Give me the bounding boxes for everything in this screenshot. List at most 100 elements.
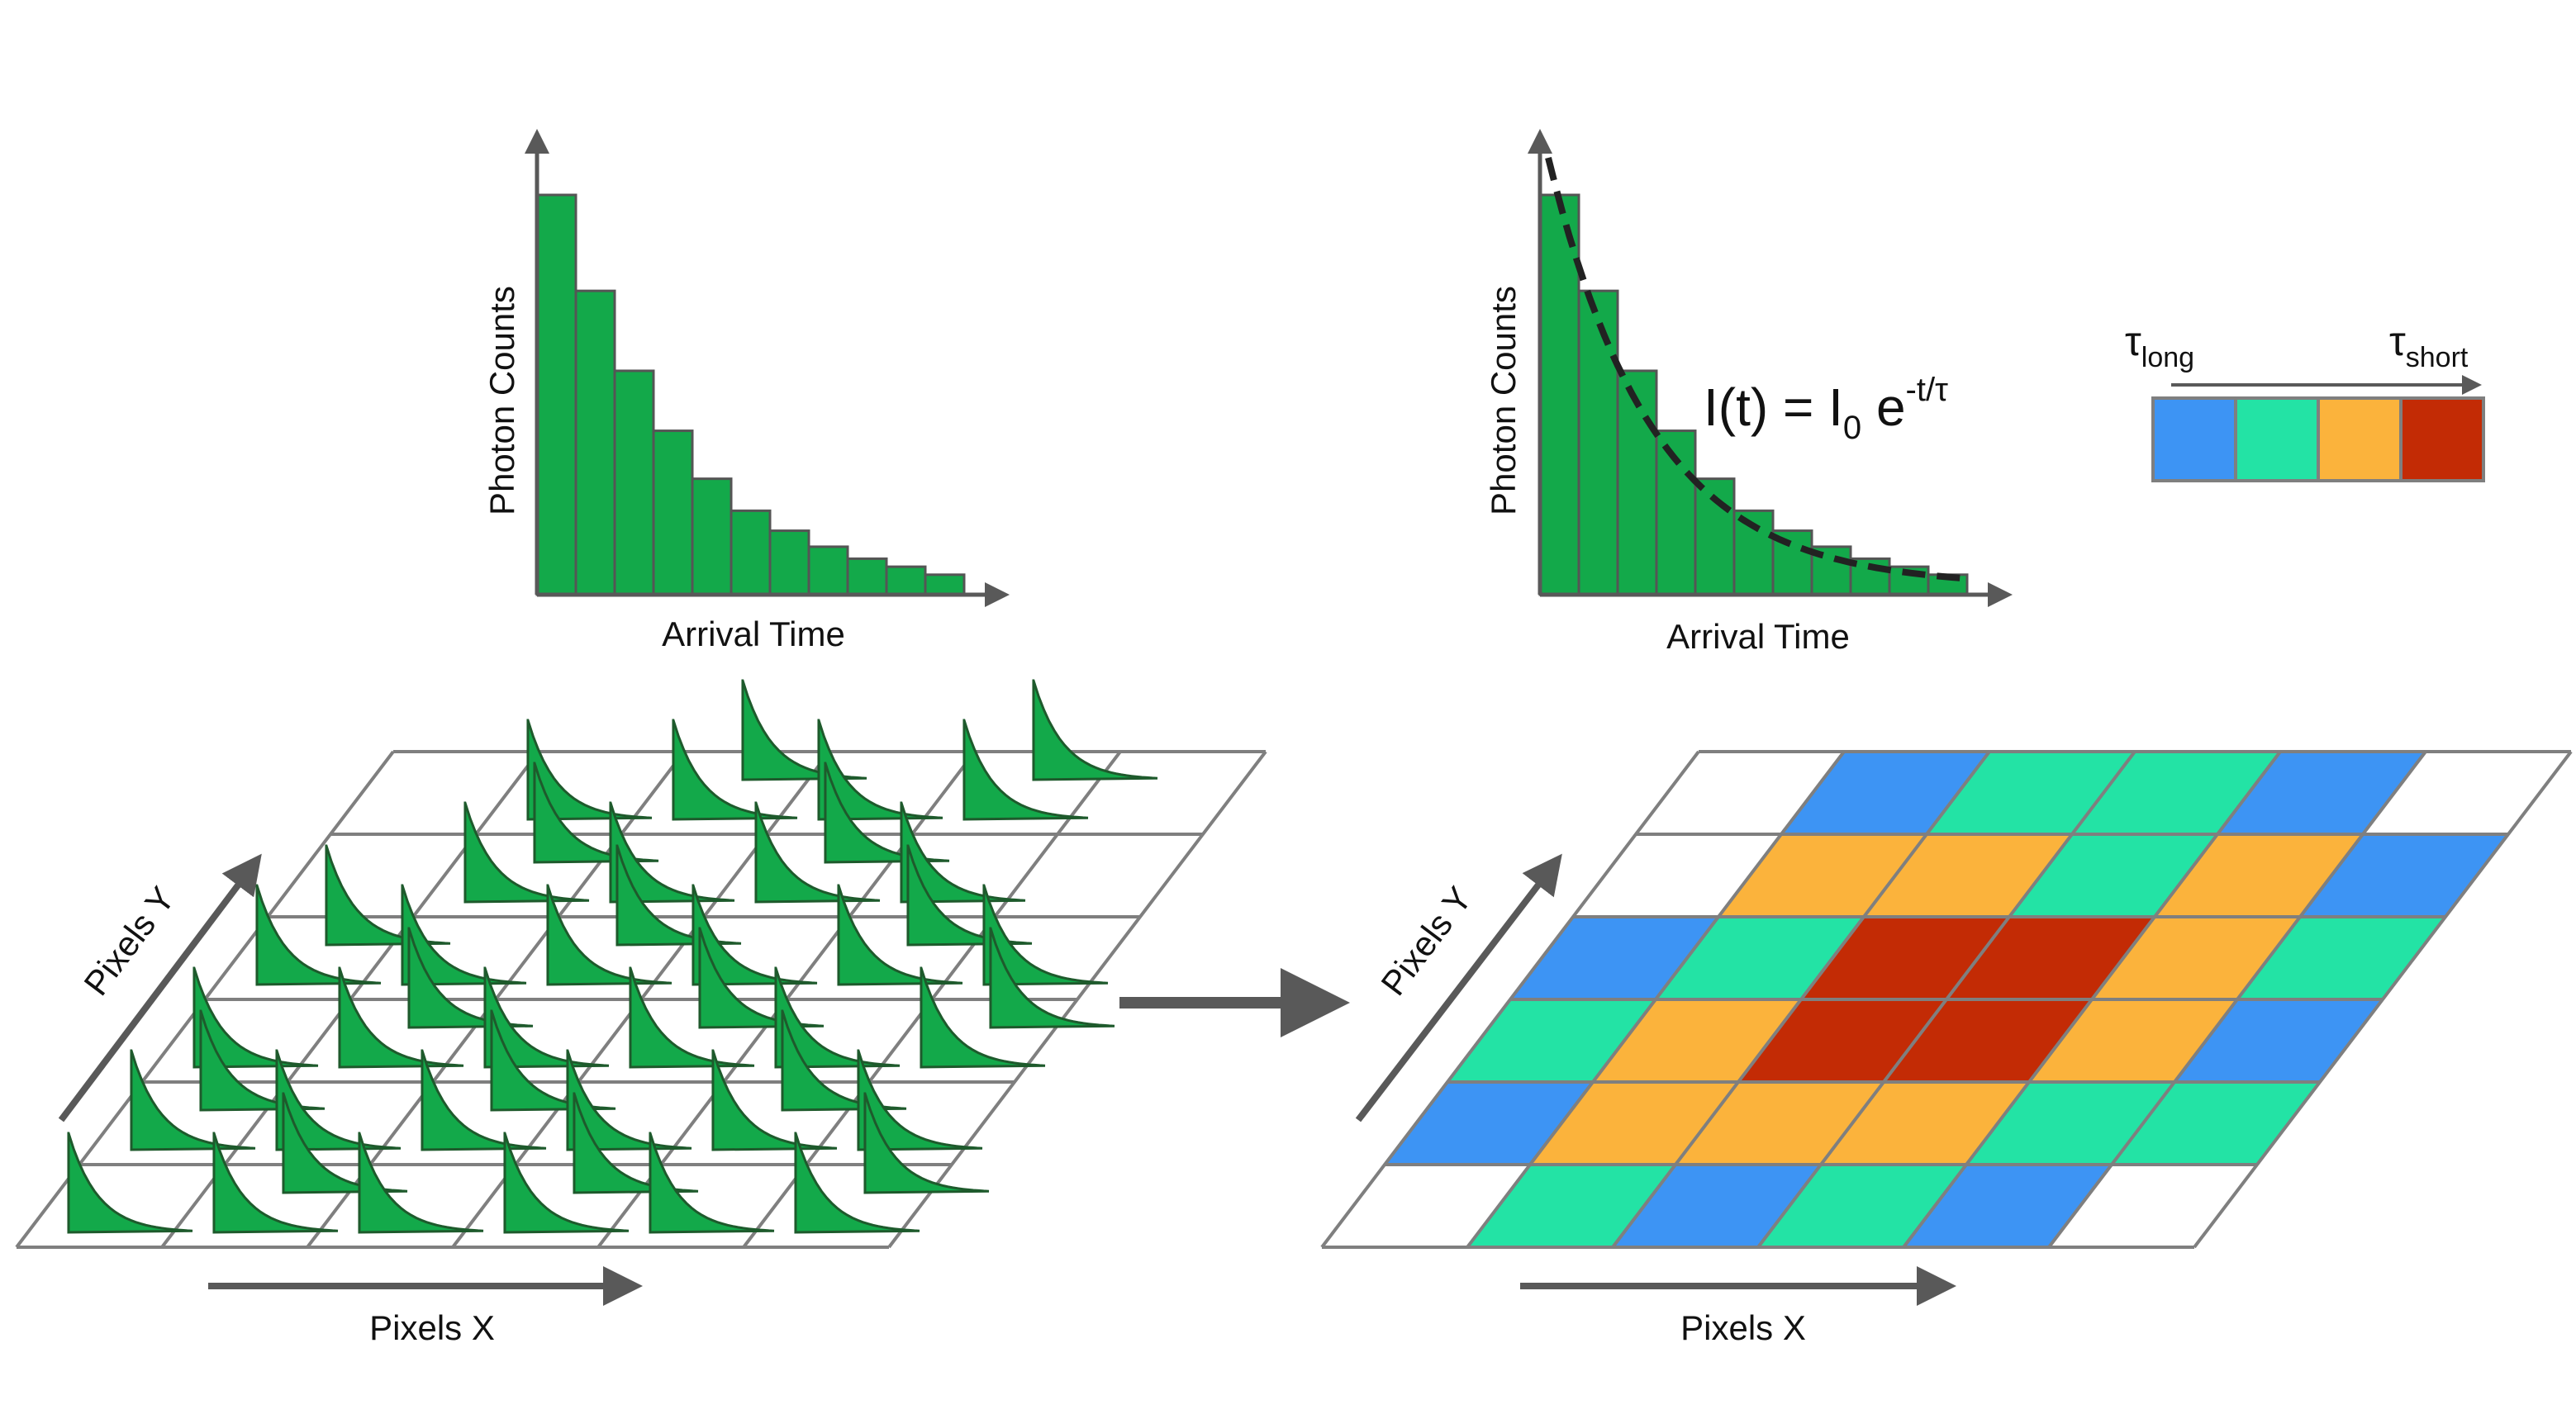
legend-swatch-1 bbox=[2234, 396, 2320, 482]
right-grid-cell-5-5 bbox=[2049, 1165, 2257, 1247]
decay-curve-36 bbox=[711, 1049, 838, 1151]
left-grid-vline-6 bbox=[887, 750, 1267, 1249]
decay-curve-23 bbox=[407, 927, 534, 1029]
right-grid-cell-2-1 bbox=[1656, 917, 1864, 999]
right-grid-cell-3-1 bbox=[1593, 999, 1801, 1082]
hist-left-bar-1 bbox=[574, 289, 616, 596]
pixel-decay-curves bbox=[67, 679, 1158, 1234]
right-pixels-y-arrow bbox=[1355, 853, 1562, 1122]
decay-curve-26 bbox=[698, 927, 825, 1029]
right-grid-cell-4-0 bbox=[1385, 1082, 1593, 1165]
right-grid-cell-5-4 bbox=[1903, 1165, 2112, 1247]
decay-curve-29 bbox=[989, 927, 1115, 1029]
hist-right-bar-0 bbox=[1538, 193, 1580, 596]
right-grid-vline-6 bbox=[2193, 750, 2573, 1249]
right-grid-cell-1-1 bbox=[1718, 834, 1927, 917]
hist-left-xlabel: Arrival Time bbox=[662, 615, 845, 653]
decay-curve-28 bbox=[920, 966, 1046, 1069]
right-grid-cell-1-5 bbox=[2300, 834, 2508, 917]
right-grid-cell-3-0 bbox=[1447, 999, 1656, 1082]
decay-curve-15 bbox=[546, 884, 673, 986]
decay-curve-9 bbox=[754, 801, 881, 904]
right-grid-cell-2-3 bbox=[1946, 917, 2155, 999]
hist-left-bar-0 bbox=[535, 193, 577, 596]
decay-curve-12 bbox=[255, 884, 382, 986]
decay-curve-1 bbox=[672, 719, 798, 821]
decay-curve-18 bbox=[837, 884, 963, 986]
hist-left-bar-7 bbox=[807, 545, 849, 596]
right-grid-cell-5-1 bbox=[1467, 1165, 1675, 1247]
right-grid-cell-3-2 bbox=[1738, 999, 1946, 1082]
hist-left-ylabel: Photon Counts bbox=[482, 286, 521, 515]
decay-curve-46 bbox=[794, 1132, 920, 1234]
right-grid-cell-0-4 bbox=[2217, 752, 2426, 834]
hist-left-bar-3 bbox=[652, 429, 694, 596]
histogram-right bbox=[1528, 129, 2013, 607]
decay-curve-25 bbox=[629, 966, 755, 1069]
tau-short-label: τshort bbox=[2389, 318, 2469, 373]
hist-left-bar-4 bbox=[691, 477, 733, 596]
decay-equation: I(t) = I0 e-t/τ bbox=[1704, 372, 1948, 446]
hist-left-bar-5 bbox=[730, 509, 772, 596]
histogram-left bbox=[525, 129, 1010, 607]
decay-curve-40 bbox=[212, 1132, 339, 1234]
hist-left-bar-6 bbox=[768, 529, 810, 596]
right-grid-cell-0-1 bbox=[1781, 752, 1989, 834]
left-pixels-x-label: Pixels X bbox=[369, 1308, 495, 1347]
right-grid-cell-4-4 bbox=[1966, 1082, 2174, 1165]
decay-curve-30 bbox=[130, 1049, 256, 1151]
decay-curve-19 bbox=[906, 844, 1033, 947]
decay-curve-31 bbox=[199, 1009, 326, 1112]
right-grid-vline-1 bbox=[1466, 750, 1846, 1249]
decay-curve-0 bbox=[526, 719, 653, 821]
right-grid-cell-1-4 bbox=[2155, 834, 2363, 917]
decay-curve-6 bbox=[463, 801, 590, 904]
decay-curve-5 bbox=[1032, 679, 1158, 781]
right-grid-vline-3 bbox=[1756, 750, 2136, 1249]
legend-swatch-2 bbox=[2317, 396, 2403, 482]
right-grid-vline-4 bbox=[1902, 750, 2282, 1249]
right-grid-cell-1-3 bbox=[2009, 834, 2217, 917]
decay-curve-24 bbox=[483, 966, 610, 1069]
decay-curve-42 bbox=[358, 1132, 484, 1234]
decay-curve-20 bbox=[982, 884, 1109, 986]
exponential-fit-curve bbox=[1545, 157, 1968, 582]
right-grid-cell-2-5 bbox=[2237, 917, 2445, 999]
right-pixels-x-label: Pixels X bbox=[1680, 1308, 1806, 1347]
decay-curve-34 bbox=[490, 1009, 616, 1112]
right-grid-cell-0-3 bbox=[2072, 752, 2280, 834]
right-grid-cell-2-4 bbox=[2092, 917, 2300, 999]
right-grid-cell-1-0 bbox=[1573, 834, 1781, 917]
tau-long-label: τlong bbox=[2125, 318, 2194, 373]
lifetime-map-grid bbox=[1320, 750, 2573, 1249]
decay-curve-43 bbox=[503, 1132, 630, 1234]
right-grid-cell-0-5 bbox=[2363, 752, 2571, 834]
decay-curve-35 bbox=[566, 1049, 692, 1151]
decay-curve-16 bbox=[615, 844, 742, 947]
decay-curve-2 bbox=[741, 679, 867, 781]
right-grid-cell-3-4 bbox=[2029, 999, 2237, 1082]
right-grid-cell-1-2 bbox=[1864, 834, 2072, 917]
decay-curve-44 bbox=[573, 1092, 699, 1194]
decay-curve-4 bbox=[962, 719, 1089, 821]
hist-left-bar-10 bbox=[924, 573, 966, 596]
decay-curve-27 bbox=[774, 966, 901, 1069]
hist-right-ylabel: Photon Counts bbox=[1484, 286, 1523, 515]
decay-curve-21 bbox=[192, 966, 319, 1069]
decay-curve-45 bbox=[649, 1132, 775, 1234]
decay-curve-41 bbox=[282, 1092, 408, 1194]
right-grid-vline-0 bbox=[1320, 750, 1700, 1249]
right-grid-cell-3-5 bbox=[2174, 999, 2383, 1082]
lifetime-legend: τlong τshort bbox=[2125, 318, 2485, 482]
decay-curve-37 bbox=[781, 1009, 907, 1112]
right-grid-cell-2-2 bbox=[1801, 917, 2009, 999]
right-grid-cell-0-0 bbox=[1636, 752, 1844, 834]
right-grid-vline-5 bbox=[2047, 750, 2427, 1249]
decay-curve-11 bbox=[900, 801, 1026, 904]
decay-curve-13 bbox=[325, 844, 451, 947]
right-grid-cell-4-2 bbox=[1675, 1082, 1884, 1165]
hist-right-bar-1 bbox=[1577, 289, 1619, 596]
decay-curve-7 bbox=[533, 762, 659, 864]
hist-left-bar-8 bbox=[846, 557, 888, 596]
